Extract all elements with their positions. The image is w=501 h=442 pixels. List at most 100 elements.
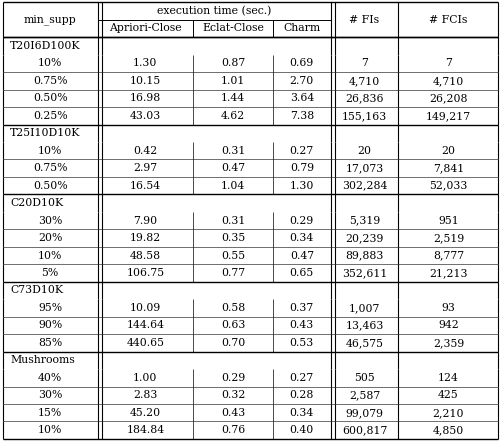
Text: 1.01: 1.01 [221,76,245,86]
Text: 0.65: 0.65 [290,268,314,278]
Text: 16.54: 16.54 [130,181,161,191]
Text: 425: 425 [438,390,459,400]
Text: 99,079: 99,079 [346,408,383,418]
Text: 45.20: 45.20 [130,408,161,418]
Text: 0.63: 0.63 [221,320,245,331]
Text: 30%: 30% [38,216,62,225]
Text: 16.98: 16.98 [130,93,161,103]
Text: 1.00: 1.00 [133,373,157,383]
Text: 7.90: 7.90 [133,216,157,225]
Text: 352,611: 352,611 [342,268,387,278]
Text: 10%: 10% [38,146,62,156]
Text: Mushrooms: Mushrooms [10,355,75,366]
Text: 0.75%: 0.75% [33,163,67,173]
Text: 5,319: 5,319 [349,216,380,225]
Text: C73D10K: C73D10K [10,286,63,295]
Text: 7: 7 [445,58,452,69]
Text: 0.28: 0.28 [290,390,314,400]
Text: 1.44: 1.44 [221,93,245,103]
Text: 1.30: 1.30 [133,58,157,69]
Text: # FCIs: # FCIs [429,15,467,25]
Text: 440.65: 440.65 [126,338,164,348]
Text: 20,239: 20,239 [345,233,384,243]
Text: 0.31: 0.31 [221,146,245,156]
Text: 0.34: 0.34 [290,408,314,418]
Text: 19.82: 19.82 [130,233,161,243]
Text: 4,710: 4,710 [433,76,464,86]
Text: 26,208: 26,208 [429,93,467,103]
Text: 149,217: 149,217 [426,111,471,121]
Text: 302,284: 302,284 [342,181,387,191]
Text: 0.34: 0.34 [290,233,314,243]
Text: 0.53: 0.53 [290,338,314,348]
Text: Apriori-Close: Apriori-Close [109,23,181,34]
Text: execution time (sec.): execution time (sec.) [157,6,272,16]
Text: 2,210: 2,210 [433,408,464,418]
Text: 20%: 20% [38,233,62,243]
Text: T25I10D10K: T25I10D10K [10,128,81,138]
Text: 0.32: 0.32 [221,390,245,400]
Text: 0.76: 0.76 [221,425,245,435]
Text: 505: 505 [354,373,375,383]
Text: 10%: 10% [38,58,62,69]
Text: 0.47: 0.47 [221,163,245,173]
Text: 95%: 95% [38,303,62,313]
Text: C20D10K: C20D10K [10,198,63,208]
Text: 17,073: 17,073 [345,163,384,173]
Text: 2,587: 2,587 [349,390,380,400]
Text: 155,163: 155,163 [342,111,387,121]
Text: 1.04: 1.04 [221,181,245,191]
Text: 124: 124 [438,373,459,383]
Text: 10%: 10% [38,251,62,260]
Text: Charm: Charm [283,23,321,34]
Text: 0.79: 0.79 [290,163,314,173]
Text: 2.97: 2.97 [133,163,157,173]
Text: 0.27: 0.27 [290,373,314,383]
Text: 4.62: 4.62 [221,111,245,121]
Text: 30%: 30% [38,390,62,400]
Text: 0.40: 0.40 [290,425,314,435]
Text: 89,883: 89,883 [345,251,384,260]
Text: 0.42: 0.42 [133,146,157,156]
Text: 0.50%: 0.50% [33,93,68,103]
Text: 2.70: 2.70 [290,76,314,86]
Text: 85%: 85% [38,338,62,348]
Text: 2,359: 2,359 [433,338,464,348]
Text: 0.70: 0.70 [221,338,245,348]
Text: min_supp: min_supp [24,14,77,25]
Text: 10.15: 10.15 [130,76,161,86]
Text: 5%: 5% [42,268,59,278]
Text: 2,519: 2,519 [433,233,464,243]
Text: 21,213: 21,213 [429,268,467,278]
Text: 43.03: 43.03 [130,111,161,121]
Text: 600,817: 600,817 [342,425,387,435]
Text: 106.75: 106.75 [126,268,164,278]
Text: 0.29: 0.29 [290,216,314,225]
Text: 7.38: 7.38 [290,111,314,121]
Text: 48.58: 48.58 [130,251,161,260]
Text: 0.87: 0.87 [221,58,245,69]
Text: 0.43: 0.43 [290,320,314,331]
Text: 0.47: 0.47 [290,251,314,260]
Text: 4,850: 4,850 [433,425,464,435]
Text: 144.64: 144.64 [126,320,164,331]
Text: 90%: 90% [38,320,62,331]
Text: 8,777: 8,777 [433,251,464,260]
Text: 40%: 40% [38,373,62,383]
Text: 20: 20 [441,146,455,156]
Text: 3.64: 3.64 [290,93,314,103]
Text: 13,463: 13,463 [345,320,384,331]
Text: 951: 951 [438,216,459,225]
Text: 0.35: 0.35 [221,233,245,243]
Text: 942: 942 [438,320,459,331]
Text: 0.58: 0.58 [221,303,245,313]
Text: Eclat-Close: Eclat-Close [202,23,264,34]
Text: 1.30: 1.30 [290,181,314,191]
Text: 0.55: 0.55 [221,251,245,260]
Text: 0.69: 0.69 [290,58,314,69]
Text: 7: 7 [361,58,368,69]
Text: 93: 93 [441,303,455,313]
Text: 15%: 15% [38,408,62,418]
Text: 0.29: 0.29 [221,373,245,383]
Text: # FIs: # FIs [349,15,380,25]
